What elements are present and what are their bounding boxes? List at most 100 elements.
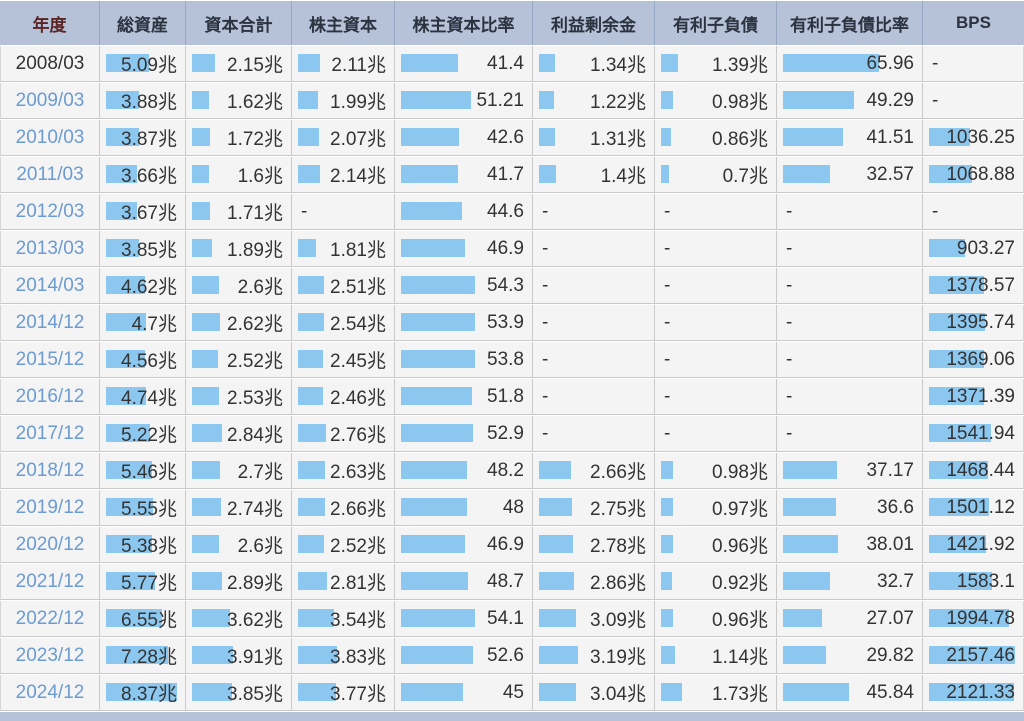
empty-value: - [664, 385, 671, 407]
value-label: 903.27 [956, 237, 1015, 259]
cell-interest-bearing-debt: 0.98兆 [655, 453, 777, 489]
value-label: 3.85兆 [121, 240, 177, 261]
table-row: 2008/03 5.09兆 2.15兆 2.11兆 41.4 1.34兆 1.39兆 65.9… [0, 46, 1024, 82]
value-bar [192, 350, 219, 368]
year-cell: 2023/12 [0, 638, 100, 674]
cell-bps: 1501.12 [923, 490, 1024, 526]
cell-capital-total: 1.72兆 [186, 120, 292, 156]
table-row: 2009/03 3.88兆 1.62兆 1.99兆 51.21 1.22兆 0.98兆 49.… [0, 83, 1024, 119]
cell-equity-ratio: 46.9 [395, 231, 533, 267]
cell-capital-total: 3.85兆 [186, 675, 292, 711]
cell-bps: 1378.57 [923, 268, 1024, 304]
cell-equity-ratio: 46.9 [395, 527, 533, 563]
value-label: 53.8 [487, 348, 524, 370]
year-cell: 2017/12 [0, 416, 100, 452]
value-label: 1994.78 [946, 607, 1015, 629]
cell-total-assets: 3.67兆 [100, 194, 186, 230]
year-link[interactable]: 2012/03 [15, 200, 85, 222]
cell-total-assets: 5.46兆 [100, 453, 186, 489]
year-link[interactable]: 2014/12 [15, 311, 85, 333]
year-cell: 2013/03 [0, 231, 100, 267]
cell-interest-bearing-debt: - [655, 194, 777, 230]
value-bar [929, 683, 1014, 701]
value-bar [539, 683, 576, 701]
cell-shareholders-equity: 2.52兆 [292, 527, 395, 563]
cell-retained-earnings: 2.78兆 [533, 527, 655, 563]
cell-equity-ratio: 48.2 [395, 453, 533, 489]
cell-capital-total: 2.74兆 [186, 490, 292, 526]
year-link[interactable]: 2014/03 [15, 274, 85, 296]
year-link[interactable]: 2017/12 [15, 422, 85, 444]
value-label: 0.96兆 [712, 610, 768, 631]
value-bar [661, 165, 670, 183]
value-bar [298, 683, 337, 701]
value-label: 5.46兆 [121, 462, 177, 483]
empty-value: - [664, 274, 671, 296]
cell-shareholders-equity: - [292, 194, 395, 230]
value-bar [401, 313, 475, 331]
value-label: 1369.06 [946, 348, 1015, 370]
col-header-capital-total: 資本合計 [186, 1, 292, 45]
year-link[interactable]: 2016/12 [15, 385, 85, 407]
value-bar [192, 313, 220, 331]
table-row: 2024/12 8.37兆 3.85兆 3.77兆 45 3.04兆 1.73兆 45.84 2… [0, 675, 1024, 711]
year-link[interactable]: 2024/12 [15, 681, 85, 703]
table-row: 2014/03 4.62兆 2.6兆 2.51兆 54.3- - -1378.57 [0, 268, 1024, 304]
value-label: 45.84 [866, 681, 914, 703]
value-label: 0.92兆 [712, 573, 768, 594]
year-link[interactable]: 2011/03 [16, 163, 84, 185]
year-link[interactable]: 2023/12 [15, 644, 85, 666]
year-link[interactable]: 2021/12 [15, 570, 85, 592]
year-link[interactable]: 2019/12 [15, 496, 85, 518]
cell-capital-total: 2.62兆 [186, 305, 292, 341]
value-bar [298, 276, 324, 294]
value-bar [298, 313, 324, 331]
value-label: 3.83兆 [330, 647, 386, 668]
year-link[interactable]: 2015/12 [15, 348, 85, 370]
value-bar [106, 572, 156, 590]
value-bar [539, 91, 554, 109]
cell-shareholders-equity: 2.63兆 [292, 453, 395, 489]
value-label: 51.21 [476, 89, 524, 111]
value-label: 1.14兆 [712, 647, 768, 668]
table-row: 2016/12 4.74兆 2.53兆 2.46兆 51.8- - -1371.39 [0, 379, 1024, 415]
cell-equity-ratio: 48 [395, 490, 533, 526]
empty-value: - [542, 385, 549, 407]
cell-equity-ratio: 52.9 [395, 416, 533, 452]
cell-total-assets: 4.7兆 [100, 305, 186, 341]
cell-debt-ratio: 32.7 [777, 564, 923, 600]
cell-capital-total: 2.52兆 [186, 342, 292, 378]
cell-interest-bearing-debt: 0.92兆 [655, 564, 777, 600]
cell-bps: 903.27 [923, 231, 1024, 267]
value-bar [298, 128, 320, 146]
cell-shareholders-equity: 3.77兆 [292, 675, 395, 711]
col-header-bps: BPS [923, 1, 1024, 45]
year-link[interactable]: 2018/12 [15, 459, 85, 481]
value-bar [401, 276, 476, 294]
value-label: 45 [502, 681, 524, 703]
value-label: 1036.25 [946, 126, 1015, 148]
value-label: 1541.94 [946, 422, 1015, 444]
year-link[interactable]: 2010/03 [15, 126, 85, 148]
year-cell: 2012/03 [0, 194, 100, 230]
year-link[interactable]: 2013/03 [15, 237, 85, 259]
cell-total-assets: 6.55兆 [100, 601, 186, 637]
year-link[interactable]: 2009/03 [15, 89, 85, 111]
year-link[interactable]: 2022/12 [15, 607, 85, 629]
value-label: 49.29 [866, 89, 914, 111]
value-label: 36.6 [877, 496, 914, 518]
year-cell: 2009/03 [0, 83, 100, 119]
cell-retained-earnings: 3.09兆 [533, 601, 655, 637]
cell-retained-earnings: 1.34兆 [533, 46, 655, 82]
value-bar [192, 424, 222, 442]
value-label: 1.89兆 [227, 240, 283, 261]
table-row: 2022/12 6.55兆 3.62兆 3.54兆 54.1 3.09兆 0.96兆 27.0… [0, 601, 1024, 637]
year-cell: 2024/12 [0, 675, 100, 711]
cell-total-assets: 5.55兆 [100, 490, 186, 526]
cell-capital-total: 1.71兆 [186, 194, 292, 230]
year-link[interactable]: 2020/12 [15, 533, 85, 555]
value-bar [929, 350, 984, 368]
value-label: 3.77兆 [330, 684, 386, 705]
cell-interest-bearing-debt: - [655, 305, 777, 341]
